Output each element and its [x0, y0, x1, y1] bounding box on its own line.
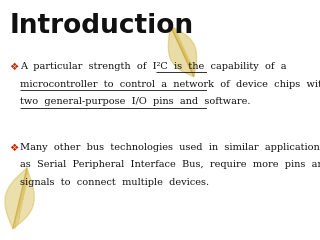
Text: A  particular  strength  of  I²C  is  the  capability  of  a: A particular strength of I²C is the capa…: [20, 62, 287, 71]
Polygon shape: [168, 26, 196, 77]
Text: microcontroller  to  control  a  network  of  device  chips  with  just: microcontroller to control a network of …: [20, 80, 320, 89]
Text: ❖: ❖: [9, 143, 19, 153]
Text: two  general-purpose  I/O  pins  and  software.: two general-purpose I/O pins and softwar…: [20, 97, 251, 107]
Text: ❖: ❖: [9, 62, 19, 72]
Text: signals  to  connect  multiple  devices.: signals to connect multiple devices.: [20, 178, 209, 187]
Polygon shape: [5, 168, 34, 228]
Text: Introduction: Introduction: [10, 13, 194, 39]
Text: as  Serial  Peripheral  Interface  Bus,  require  more  pins  and: as Serial Peripheral Interface Bus, requ…: [20, 160, 320, 169]
Text: Many  other  bus  technologies  used  in  similar  applications,  such: Many other bus technologies used in simi…: [20, 143, 320, 151]
